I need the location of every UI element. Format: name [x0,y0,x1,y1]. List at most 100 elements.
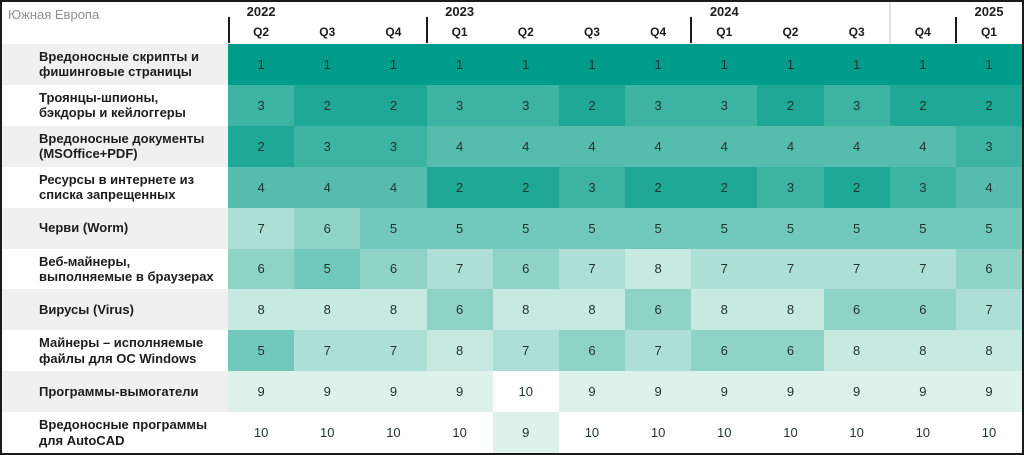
rank-cell: 1 [492,44,559,85]
quarter-label: Q4 [385,25,402,39]
rank-cell: 2 [492,166,559,208]
rank-cell: 4 [426,125,493,167]
row-label: Вредоносные скрипты и фишинговые страниц… [2,44,228,85]
rank-cell: 6 [955,248,1023,290]
heatmap-rows: Вредоносные скрипты и фишинговые страниц… [2,44,1023,454]
heatmap-row: Ресурсы в интернете из списка запрещенны… [2,166,1023,208]
rank-cell: 5 [823,207,890,249]
rank-cell: 10 [228,412,295,454]
rank-cell: 8 [558,289,626,331]
rank-cell: 4 [889,125,956,167]
rank-cell: 9 [492,412,559,454]
rank-cell: 3 [426,84,493,126]
year-label [559,2,625,22]
row-label: Ресурсы в интернете из списка запрещенны… [2,166,228,208]
rank-cell: 7 [360,330,427,372]
rank-cell: 2 [558,84,626,126]
rank-cell: 10 [360,412,427,454]
rank-cell: 7 [492,330,559,372]
rank-cell: 3 [889,166,956,208]
heatmap-row: Майнеры – исполняемые файлы для ОС Windo… [2,330,1023,372]
year-label: 2023 [445,4,475,19]
rank-cell: 4 [955,166,1023,208]
year-label: 2024 [709,4,739,19]
rank-cell: 9 [757,371,824,413]
header-label-area: Южная Европа [2,2,228,44]
rank-cell: 9 [426,371,493,413]
rank-cell: 9 [360,371,427,413]
year-label: 2022 [246,4,276,19]
rank-cell: 3 [492,84,559,126]
quarter-label: Q3 [848,25,865,39]
rank-cell: 5 [625,207,692,249]
rank-cell: 1 [625,44,692,85]
rank-cell: 7 [889,248,956,290]
rank-cell: 8 [823,330,890,372]
quarter-row: Q2 Q3 Q4 Q1 Q2 Q3 Q4 Q1 Q2 Q3 Q4 Q1 [228,22,1022,44]
rank-cell: 10 [625,412,692,454]
heatmap-row: Вредоносные скрипты и фишинговые страниц… [2,44,1023,85]
rank-cell: 6 [360,248,427,290]
rank-cell: 3 [757,166,824,208]
row-label: Вредоносные программы для AutoCAD [2,412,228,454]
rank-cell: 7 [691,248,758,290]
year-separator-tick [954,17,957,43]
rank-cell: 7 [426,248,493,290]
quarter-label: Q2 [517,25,534,39]
rank-cell: 7 [625,330,692,372]
rank-cell: 5 [492,207,559,249]
rank-cell: 9 [558,371,626,413]
rank-cell: 9 [823,371,890,413]
rank-cell: 3 [823,84,890,126]
year-row: 2022 2023 2024 2025 [228,2,1022,22]
rank-cell: 6 [691,330,758,372]
year-separator-tick [228,17,230,43]
rank-cell: 7 [294,330,361,372]
rank-cell: 2 [625,166,692,208]
row-label: Черви (Worm) [2,207,228,249]
rank-cell: 6 [294,207,361,249]
rank-cell: 8 [625,248,692,290]
rank-cell: 6 [426,289,493,331]
year-label [625,2,691,22]
quarter-label: Q3 [583,25,600,39]
rank-cell: 9 [955,371,1023,413]
rank-cell: 10 [691,412,758,454]
rank-cell: 2 [955,84,1023,126]
year-label [824,2,890,22]
rank-cell: 6 [228,248,295,290]
rank-cell: 8 [889,330,956,372]
rank-cell: 6 [889,289,956,331]
rank-cell: 9 [228,371,295,413]
year-label [294,2,360,22]
row-label: Троянцы-шпионы, бэкдоры и кейлоггеры [2,84,228,126]
heatmap-row: Черви (Worm) 7 6 5 5 5 5 5 5 5 5 5 5 [2,207,1023,249]
rank-cell: 10 [426,412,493,454]
rank-cell: 8 [691,289,758,331]
column-header: 2022 2023 2024 2025 Q2 Q3 Q4 Q1 Q2 Q3 Q4 Q1 Q2 Q3 Q4 Q… [228,2,1022,44]
rank-cell: 8 [294,289,361,331]
rank-cell: 4 [492,125,559,167]
rank-cell: 3 [294,125,361,167]
rank-cell: 2 [426,166,493,208]
rank-cell: 7 [823,248,890,290]
rank-cell: 3 [625,84,692,126]
row-label: Вирусы (Virus) [2,289,228,331]
rank-cell: 2 [360,84,427,126]
header-column-gap [888,2,891,44]
rank-cell: 1 [757,44,824,85]
rank-cell: 3 [228,84,295,126]
quarter-label: Q2 [253,25,270,39]
rank-cell: 9 [625,371,692,413]
rank-cell: 10 [558,412,626,454]
row-cells: 9 9 9 9 10 9 9 9 9 9 9 9 [228,371,1023,413]
rank-cell: 7 [228,207,295,249]
rank-cell: 2 [691,166,758,208]
rank-cell: 9 [691,371,758,413]
year-label [493,2,559,22]
rank-cell: 10 [955,412,1023,454]
rank-cell: 6 [492,248,559,290]
